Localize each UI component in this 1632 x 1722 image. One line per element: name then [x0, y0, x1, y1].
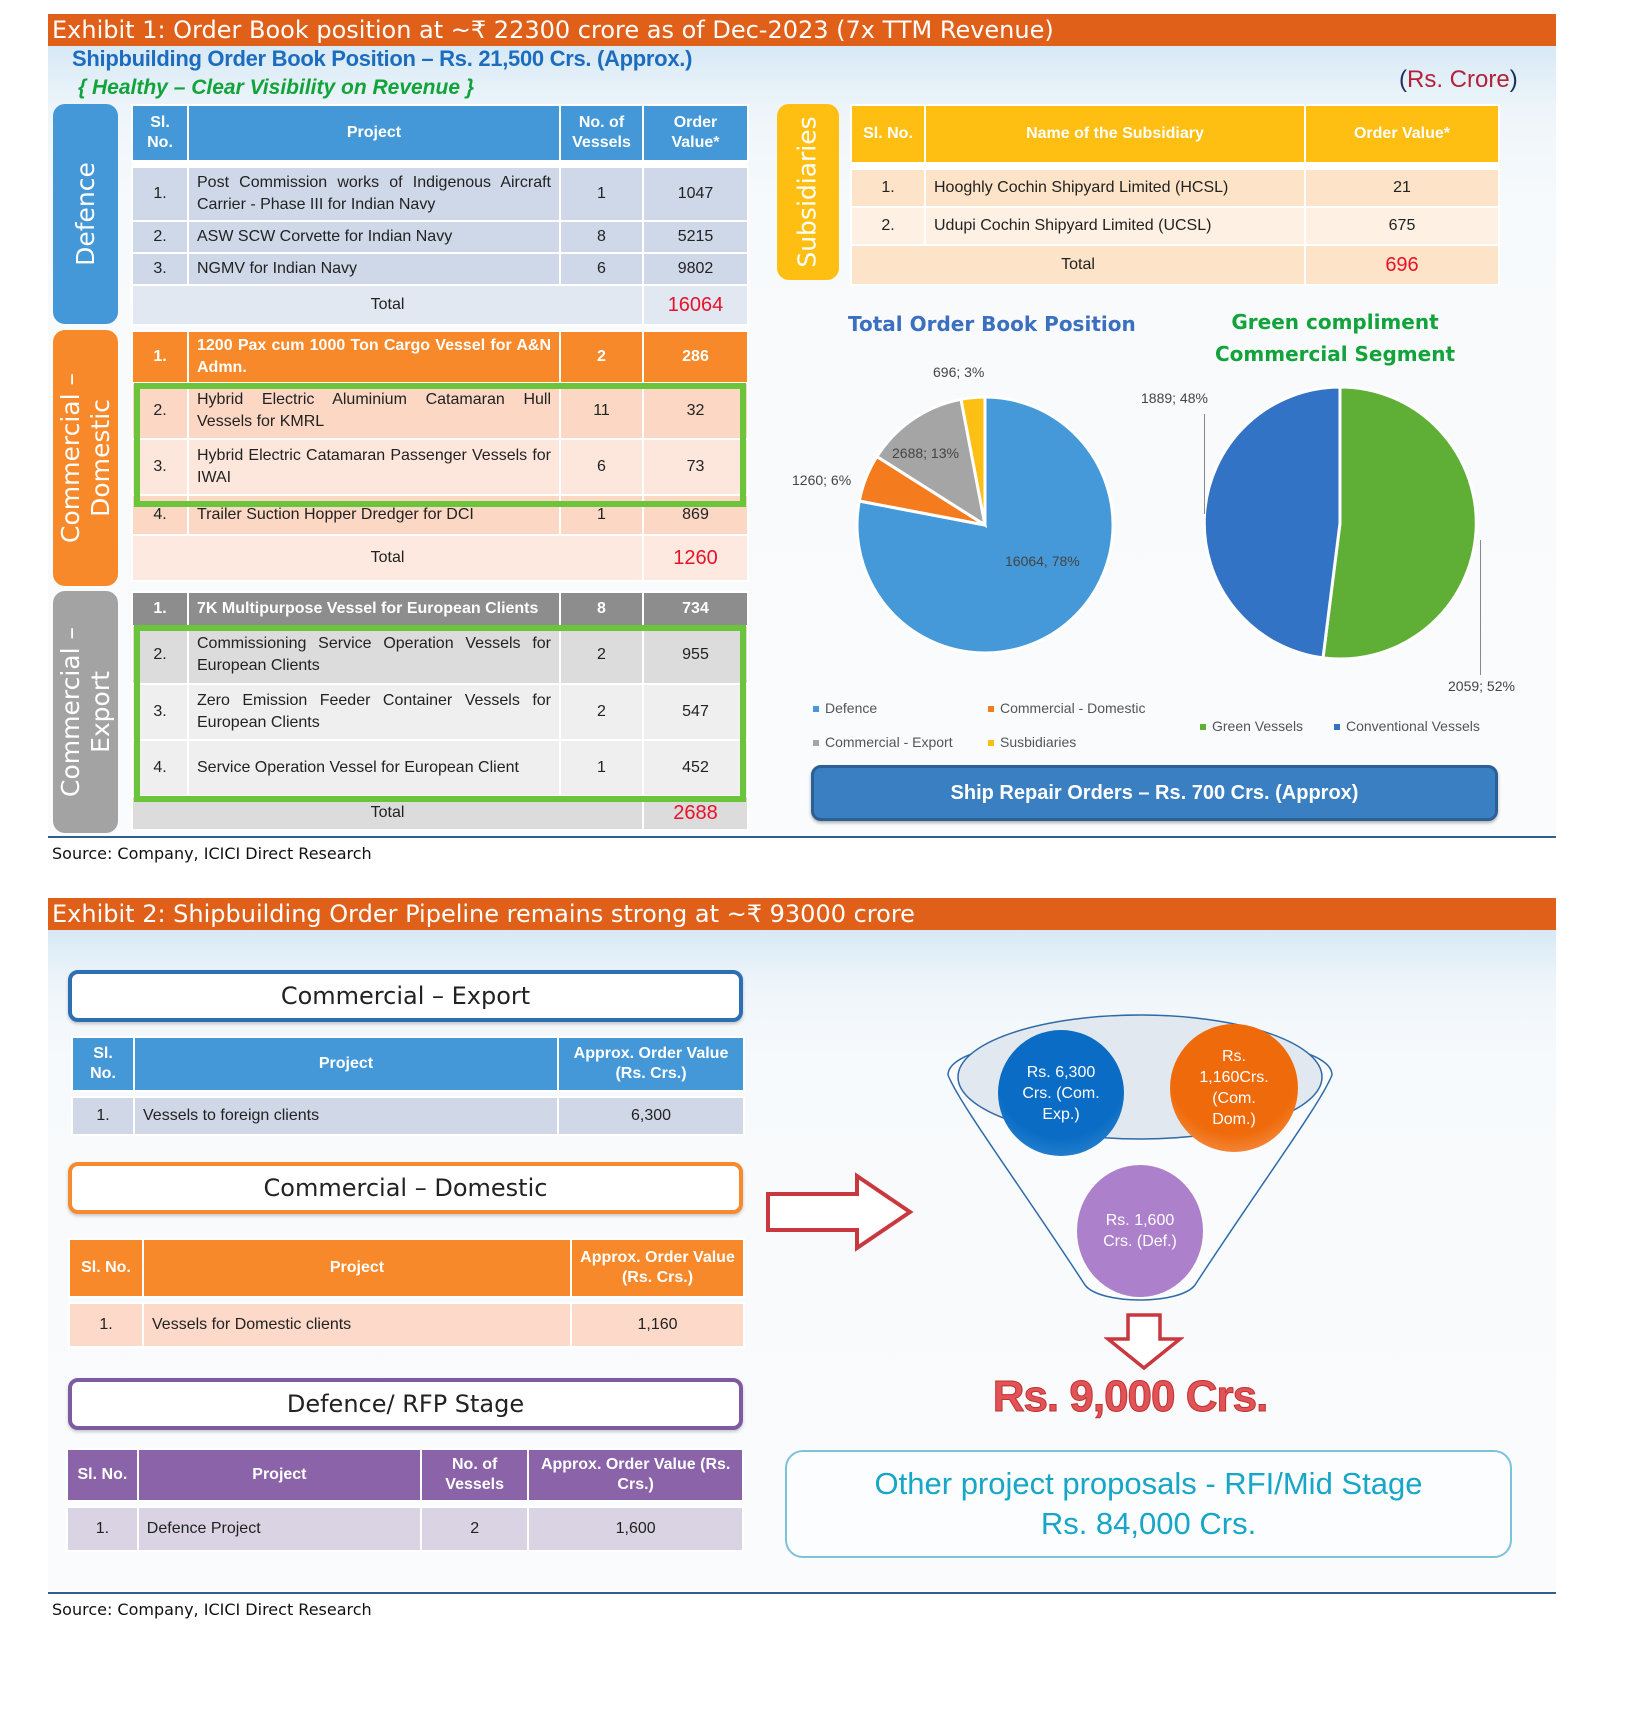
chart-title-total-order-book: Total Order Book Position: [848, 312, 1136, 336]
pipeline-export-heading: Commercial – Export: [68, 970, 743, 1022]
total-row: Total 16064: [131, 284, 749, 326]
legend-defence: Defence: [813, 700, 877, 716]
table-row: 2. Hybrid Electric Aluminium Catamaran H…: [131, 382, 749, 440]
pipeline-defence-heading: Defence/ RFP Stage: [68, 1378, 743, 1430]
defence-table: Sl. No. Project No. of Vessels Order Val…: [131, 104, 749, 326]
exhibit-2-source: Source: Company, ICICI Direct Research: [52, 1600, 372, 1619]
domestic-total: 1260: [642, 534, 749, 582]
col-name: Name of the Subsidiary: [924, 104, 1306, 164]
export-pipeline-bubble: Rs. 6,300 Crs. (Com. Exp.): [998, 1030, 1124, 1156]
exhibit-1-divider: [48, 836, 1556, 838]
exhibit-2-divider: [48, 1592, 1556, 1594]
order-book-heading: Shipbuilding Order Book Position – Rs. 2…: [72, 46, 693, 71]
pie-label-domestic: 1260; 6%: [792, 472, 852, 488]
leader-line-conventional: [1204, 414, 1205, 514]
commercial-export-table: 1. 7K Multipurpose Vessel for European C…: [131, 591, 749, 831]
table-row: 3. Hybrid Electric Catamaran Passenger V…: [131, 438, 749, 496]
defence-total: 16064: [642, 284, 749, 326]
defence-tab: Defence: [53, 104, 118, 324]
unit-label: (Rs. Crore): [1399, 66, 1518, 93]
table-row: 1. Defence Project 2 1,600: [66, 1506, 744, 1552]
col-sl: Sl. No.: [850, 104, 926, 164]
pie-slice-green-vessels: [1321, 385, 1478, 661]
order-book-subheading: { Healthy – Clear Visibility on Revenue …: [78, 76, 475, 99]
col-value: Order Value*: [642, 104, 749, 162]
legend-subsidiaries: Susbidiaries: [988, 734, 1076, 750]
legend-export: Commercial - Export: [813, 734, 953, 750]
table-row: 1. Vessels to foreign clients 6,300: [71, 1096, 745, 1136]
col-value: Order Value*: [1304, 104, 1500, 164]
pie-label-green: 2059; 52%: [1448, 678, 1515, 694]
table-row: 4. Trailer Suction Hopper Dredger for DC…: [131, 494, 749, 536]
pie-label-defence: 16064, 78%: [1005, 553, 1080, 569]
legend-domestic: Commercial - Domestic: [988, 700, 1145, 716]
commercial-export-tab: Commercial – Export: [53, 591, 118, 833]
defence-pipeline-bubble: Rs. 1,600 Crs. (Def.): [1077, 1165, 1203, 1297]
total-row: Total 1260: [131, 534, 749, 582]
pie-label-export: 2688; 13%: [892, 445, 959, 461]
pipeline-defence-table: Sl. No. Project No. of Vessels Approx. O…: [66, 1448, 744, 1552]
col-project: Project: [187, 104, 561, 162]
subsidiaries-tab: Subsidiaries: [777, 104, 839, 280]
pie-slice-conventional-vessels: [1202, 385, 1342, 660]
export-total: 2688: [642, 795, 749, 831]
exhibit-2-title: Exhibit 2: Shipbuilding Order Pipeline r…: [48, 898, 1556, 930]
table-row: 1. 7K Multipurpose Vessel for European C…: [131, 591, 749, 627]
col-sl: Sl. No.: [131, 104, 189, 162]
exhibit-1-source: Source: Company, ICICI Direct Research: [52, 844, 372, 863]
table-row: 2. Udupi Cochin Shipyard Limited (UCSL) …: [850, 206, 1500, 246]
commercial-domestic-table: 1. 1200 Pax cum 1000 Ton Cargo Vessel fo…: [131, 330, 749, 582]
table-row: 2. Commissioning Service Operation Vesse…: [131, 625, 749, 685]
other-proposals-box: Other project proposals - RFI/Mid Stage …: [785, 1450, 1512, 1558]
table-row: 2. ASW SCW Corvette for Indian Navy 8 52…: [131, 220, 749, 254]
commercial-domestic-tab: Commercial – Domestic: [53, 330, 118, 586]
total-row: Total 2688: [131, 795, 749, 831]
arrow-down-icon: [1104, 1313, 1184, 1371]
leader-line-green: [1480, 540, 1481, 675]
table-row: 1. Vessels for Domestic clients 1,160: [68, 1302, 745, 1348]
exhibit-1-title: Exhibit 1: Order Book position at ~₹ 223…: [48, 14, 1556, 46]
table-row: 4. Service Operation Vessel for European…: [131, 739, 749, 797]
pipeline-total: Rs. 9,000 Crs.: [992, 1372, 1269, 1422]
pie-slice-subsidiaries: [959, 395, 987, 526]
pipeline-domestic-table: Sl. No. Project Approx. Order Value (Rs.…: [68, 1238, 745, 1348]
arrow-right-icon: [766, 1172, 914, 1252]
pie-label-subsidiaries: 696; 3%: [933, 364, 985, 380]
pipeline-domestic-heading: Commercial – Domestic: [68, 1162, 743, 1214]
table-row: 1. 1200 Pax cum 1000 Ton Cargo Vessel fo…: [131, 330, 749, 384]
pie-label-conventional: 1889; 48%: [1141, 390, 1208, 406]
total-row: Total 696: [850, 244, 1500, 286]
legend-green-vessels: Green Vessels: [1200, 718, 1303, 734]
subsidiaries-table: Sl. No. Name of the Subsidiary Order Val…: [850, 104, 1500, 286]
table-row: 3. NGMV for Indian Navy 6 9802: [131, 252, 749, 286]
green-vs-conventional-pie: [1202, 385, 1478, 661]
total-order-book-pie: [855, 395, 1115, 655]
subsidiaries-total: 696: [1304, 244, 1500, 286]
col-vessels: No. of Vessels: [559, 104, 644, 162]
chart-title-green-compliment: Green compliment Commercial Segment: [1214, 310, 1456, 366]
ship-repair-orders-banner: Ship Repair Orders – Rs. 700 Crs. (Appro…: [811, 765, 1498, 821]
table-row: 1. Post Commission works of Indigenous A…: [131, 166, 749, 222]
pipeline-export-table: Sl. No. Project Approx. Order Value (Rs.…: [71, 1036, 745, 1136]
other-proposals-label: Other project proposals - RFI/Mid Stage: [874, 1466, 1423, 1501]
other-proposals-value: Rs. 84,000 Crs.: [1040, 1506, 1257, 1541]
domestic-pipeline-bubble: Rs. 1,160Crs. (Com. Dom.): [1170, 1024, 1298, 1152]
pie-slice-export: [874, 397, 988, 529]
legend-conventional-vessels: Conventional Vessels: [1334, 718, 1480, 734]
table-row: 1. Hooghly Cochin Shipyard Limited (HCSL…: [850, 168, 1500, 208]
table-row: 3. Zero Emission Feeder Container Vessel…: [131, 683, 749, 741]
